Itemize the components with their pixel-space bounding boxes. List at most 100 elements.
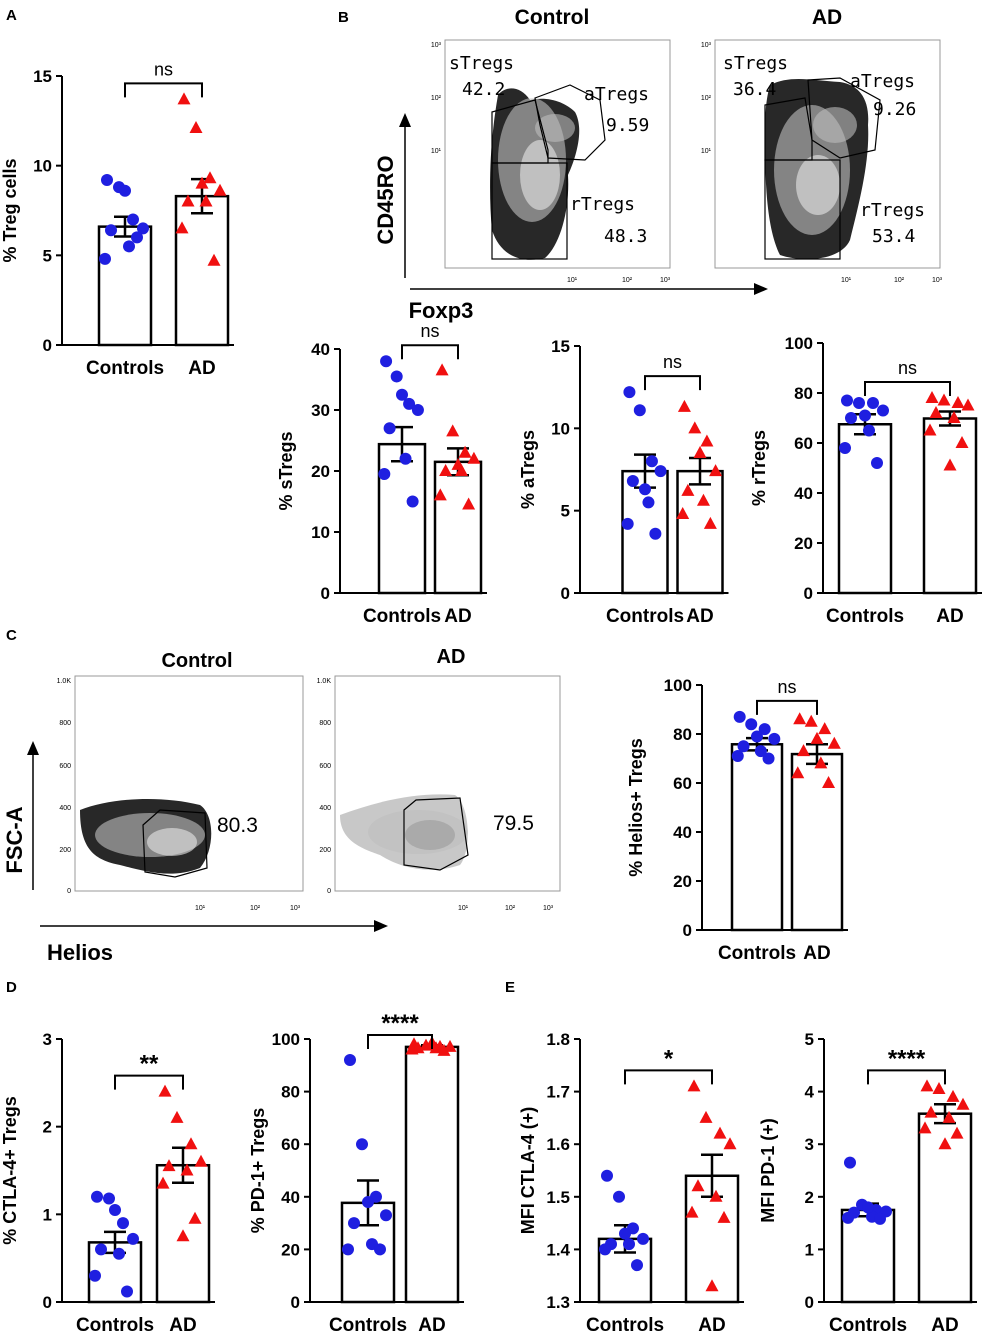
- data-point-controls: [733, 710, 746, 723]
- y-tick-label: 1.5: [546, 1188, 570, 1207]
- data-point-controls: [649, 527, 662, 540]
- b-control-s-name: sTregs: [449, 53, 514, 74]
- y-axis-label: % Treg cells: [0, 158, 20, 262]
- data-point-ad: [194, 1154, 208, 1167]
- bar-ad: [922, 417, 978, 595]
- significance-bracket: [864, 381, 951, 396]
- category-label: Controls: [826, 606, 904, 627]
- data-point-ad: [810, 731, 824, 744]
- c-fsc-tick: 0: [67, 888, 71, 895]
- b-yaxis-arrowhead: [399, 113, 411, 127]
- y-tick-label: 4: [805, 1083, 815, 1102]
- data-point-ad: [433, 488, 447, 501]
- data-point-ad: [188, 1211, 202, 1224]
- chart-a-treg: 0 5 10 15 % Treg cells Controls AD ns: [0, 59, 234, 379]
- data-point-ad: [923, 423, 937, 436]
- b-control-flow-plot: sTregs 42.2 aTregs 9.59 rTregs 48.3 10³ …: [431, 39, 671, 284]
- data-point-controls: [380, 1209, 392, 1222]
- data-point-ad: [435, 363, 449, 376]
- y-tick-label: 40: [794, 484, 813, 503]
- data-point-controls: [383, 422, 396, 435]
- data-point-controls: [396, 388, 408, 401]
- data-point-controls: [737, 740, 750, 753]
- b-ad-gate-r: [764, 159, 841, 260]
- b-control-plot-frame: [444, 39, 671, 269]
- data-point-controls: [342, 1243, 354, 1256]
- data-point-controls: [403, 397, 416, 410]
- y-tick-label: 0: [43, 336, 52, 355]
- b-yaxis-label: CD45RO: [373, 155, 398, 244]
- y-axis-label: % aTregs: [518, 430, 538, 509]
- y-tick-label: 20: [281, 1240, 300, 1259]
- data-point-controls: [768, 732, 781, 745]
- chart-e-ctla4-mfi: 1.3 1.4 1.5 1.6 1.7 1.8 MFI CTLA-4 (+) Controls…: [518, 1030, 744, 1336]
- data-point-controls: [119, 184, 131, 197]
- c-ad-contour: [405, 820, 455, 850]
- y-tick-label: 100: [664, 676, 692, 695]
- bar-controls: [377, 442, 427, 595]
- b-ad-ytick: 10³: [701, 42, 712, 49]
- y-tick-label: 15: [551, 337, 570, 356]
- y-tick-label: 60: [281, 1135, 300, 1154]
- data-point-ad: [804, 714, 818, 727]
- data-point-ad: [687, 1079, 701, 1092]
- b-control-ytick: 10¹: [431, 148, 442, 155]
- chart-b-atregs: 0 5 10 15 % aTregs Controls AD ns: [518, 337, 729, 627]
- data-point-ad: [723, 1137, 737, 1150]
- chart-b-rtregs: 0 20 40 60 80 100 % rTregs Controls AD ns: [749, 334, 982, 627]
- data-point-ad: [467, 451, 481, 464]
- c-ad-fsc-tick: 600: [319, 763, 331, 770]
- b-ad-xtick: 10²: [894, 277, 905, 284]
- significance-bracket: [124, 82, 203, 98]
- data-point-ad: [709, 1189, 723, 1202]
- b-control-a-name: aTregs: [584, 84, 649, 105]
- category-label: Controls: [329, 1315, 407, 1336]
- c-ad-gate-value: 79.5: [493, 812, 534, 835]
- chart-e-pd1-mfi: 0 1 2 3 4 5 MFI PD-1 (+) Controls AD ****: [758, 1030, 977, 1336]
- data-point-controls: [642, 496, 655, 509]
- data-point-controls: [645, 455, 658, 468]
- data-point-ad: [814, 756, 828, 769]
- c-fsc-tick: 600: [59, 763, 71, 770]
- panel-letter-b: B: [338, 9, 349, 26]
- c-control-gate-value: 80.3: [217, 814, 258, 837]
- data-point-controls: [95, 1243, 107, 1256]
- y-tick-label: 1: [43, 1205, 52, 1224]
- data-point-controls: [137, 222, 149, 235]
- y-axis-label: % Helios+ Tregs: [626, 738, 646, 877]
- data-point-ad: [703, 516, 717, 529]
- data-point-ad: [827, 736, 841, 749]
- bar-controls: [840, 1208, 896, 1304]
- data-point-ad: [793, 712, 807, 725]
- significance-label: ns: [154, 59, 173, 79]
- c-ad-fsc-tick: 400: [319, 805, 331, 812]
- b-ad-ytick: 10¹: [701, 148, 712, 155]
- b-ad-xtick: 10³: [932, 277, 943, 284]
- data-point-controls: [859, 409, 871, 422]
- b-control-xtick: 10¹: [567, 277, 578, 284]
- y-tick-label: 20: [311, 462, 330, 481]
- c-control-gate: [142, 809, 208, 878]
- c-ad-flow-plot: 79.5 1.0K 800 600 400 200 0 10¹ 10² 10³: [317, 675, 561, 912]
- c-control-plot-frame: [74, 675, 304, 892]
- data-point-controls: [601, 1169, 613, 1182]
- category-label: Controls: [606, 606, 684, 627]
- data-point-ad: [705, 1279, 719, 1292]
- y-tick-label: 80: [794, 384, 813, 403]
- significance-label: ns: [777, 677, 796, 697]
- y-tick-label: 80: [673, 725, 692, 744]
- category-label: Controls: [86, 358, 164, 379]
- y-tick-label: 40: [311, 340, 330, 359]
- significance-label: ns: [420, 321, 439, 341]
- c-ad-fsc-tick: 800: [319, 720, 331, 727]
- data-point-ad: [797, 744, 811, 757]
- data-point-controls: [631, 1259, 643, 1272]
- b-control-r-val: 48.3: [604, 226, 647, 247]
- significance-label: ****: [888, 1045, 926, 1072]
- panel-letter-a: A: [6, 7, 17, 24]
- category-label: Controls: [586, 1315, 664, 1336]
- panel-letter-d: D: [6, 979, 17, 996]
- c-yaxis-label: FSC-A: [2, 806, 27, 873]
- b-xaxis-arrowhead: [754, 283, 768, 295]
- data-point-controls: [378, 468, 391, 481]
